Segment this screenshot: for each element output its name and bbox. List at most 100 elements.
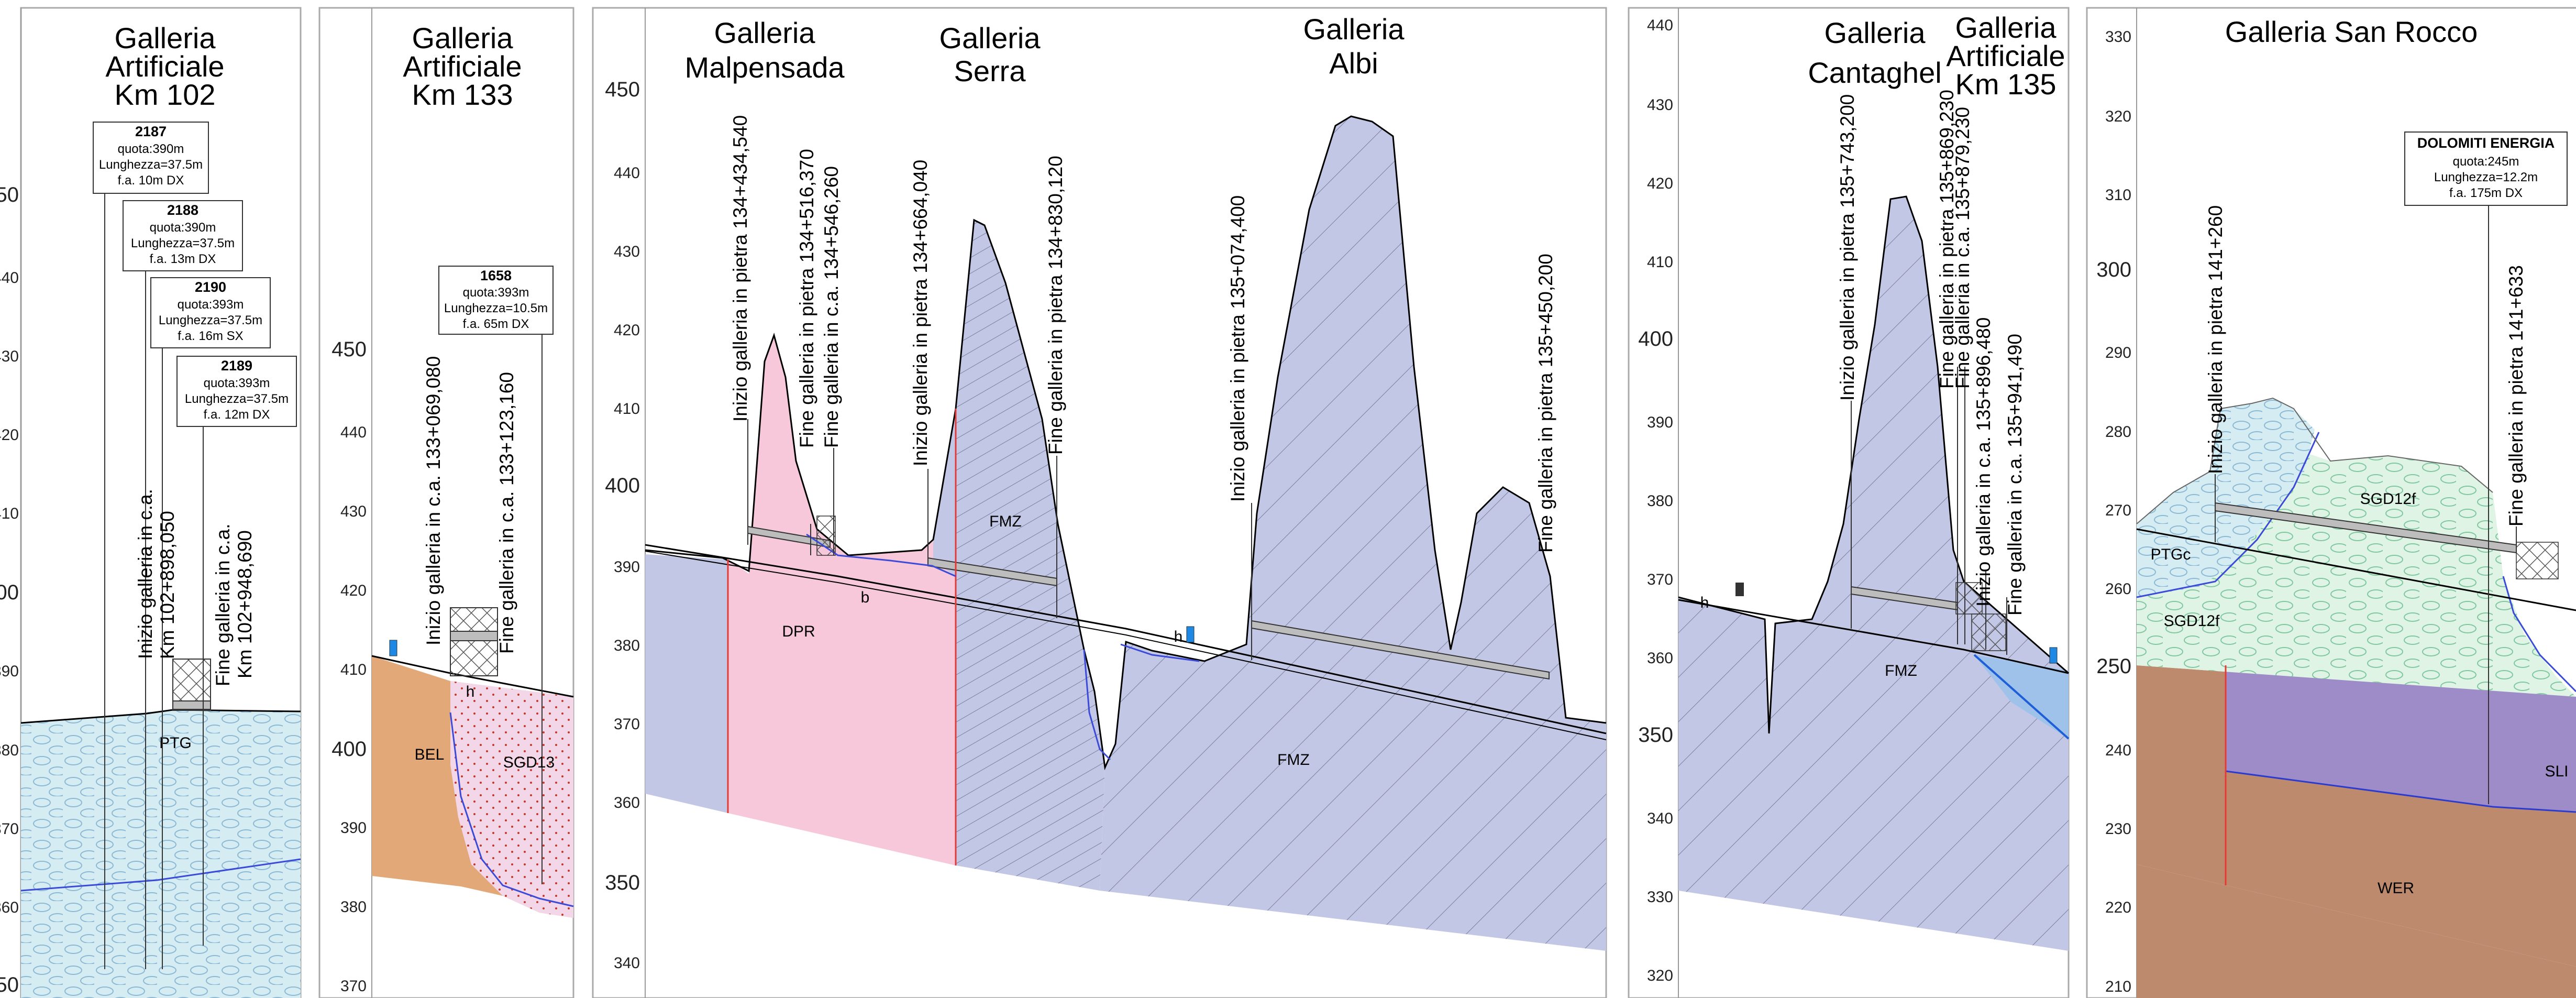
y-tick: 220	[2105, 899, 2131, 916]
rail-alignment	[645, 544, 1607, 734]
y-tick: 370	[340, 978, 367, 995]
y-tick: 390	[0, 663, 19, 680]
station-label: Fine galleria in c.a. 134+546,260	[821, 166, 842, 448]
svg-text:quota:393m: quota:393m	[204, 376, 270, 390]
panel-frame	[318, 7, 574, 998]
unit-label: SGD12f	[2360, 490, 2416, 508]
panel-san-rocco: 210 220 230 240 250 260 270 280 290 300 …	[2086, 7, 2576, 998]
station-label: Fine galleria in c.a. 133+123,160	[496, 372, 517, 654]
panel-frame	[2086, 7, 2576, 998]
borehole-box-dolomiti-energia: DOLOMITI ENERGIA quota:245m Lunghezza=12…	[2404, 131, 2568, 206]
panel-title: Galleria	[412, 21, 514, 54]
station-label: Inizio galleria in pietra 134+434,540	[729, 115, 751, 422]
station-label: Inizio galleria in c.a.	[135, 489, 156, 659]
unit-label: PTG	[159, 734, 192, 752]
svg-text:Lunghezza=37.5m: Lunghezza=37.5m	[99, 158, 203, 172]
panel-title: Cantaghel	[1808, 56, 1941, 89]
y-tick: 450	[331, 338, 367, 361]
svg-text:quota:390m: quota:390m	[150, 221, 216, 235]
y-tick: 440	[340, 424, 367, 441]
panel-galleria-km-133: 370 380 390 400 410 420 430 440 450 1658…	[318, 7, 574, 998]
y-tick: 430	[340, 503, 367, 520]
y-tick: 440	[614, 164, 640, 182]
y-tick: 260	[2105, 580, 2131, 598]
panel-title: Km 133	[412, 78, 513, 111]
station-label: Fine galleria in c.a. 135+941,490	[2004, 334, 2026, 616]
svg-text:Lunghezza=37.5m: Lunghezza=37.5m	[131, 236, 235, 250]
y-tick: 440	[0, 269, 19, 287]
y-tick: 360	[0, 899, 19, 916]
svg-text:Lunghezza=37.5m: Lunghezza=37.5m	[159, 313, 262, 327]
y-tick: 390	[340, 819, 367, 837]
panel-title: Galleria	[1825, 16, 1926, 49]
ground-profile	[20, 709, 301, 724]
panel-title: Galleria	[939, 21, 1041, 54]
y-tick: 390	[614, 558, 640, 576]
y-tick: 370	[0, 820, 19, 838]
y-tick: 450	[0, 183, 19, 206]
rail-alignment	[2136, 528, 2576, 611]
svg-text:Lunghezza=12.2m: Lunghezza=12.2m	[2434, 170, 2538, 184]
y-tick: 310	[2105, 187, 2131, 204]
y-tick: 430	[1647, 96, 1673, 114]
borehole-box-2187: 2187 quota:390m Lunghezza=37.5m f.a. 10m…	[93, 122, 209, 194]
y-tick: 440	[1647, 17, 1673, 34]
y-tick: 410	[614, 400, 640, 418]
y-tick: 390	[1647, 414, 1673, 431]
unit-label: FMZ	[1885, 662, 1917, 679]
y-tick: 380	[0, 742, 19, 759]
y-tick: 350	[605, 871, 640, 894]
y-axis-ticks: 210 220 230 240 250 260 270 280 290 300 …	[2096, 28, 2131, 995]
unit-label: b	[861, 589, 870, 606]
unit-label: SGD13	[503, 754, 555, 771]
ground-profile	[2136, 397, 2493, 524]
unit-label: FMZ	[989, 513, 1022, 530]
station-label: Km 102+898,050	[157, 511, 178, 659]
svg-text:f.a. 175m DX: f.a. 175m DX	[2449, 186, 2523, 200]
panel-title: Artificiale	[403, 50, 522, 83]
station-label: Fine galleria in pietra 134+516,370	[796, 149, 817, 448]
y-tick: 210	[2105, 978, 2131, 995]
svg-text:quota:245m: quota:245m	[2453, 155, 2519, 169]
y-tick: 420	[1647, 175, 1673, 192]
svg-text:f.a. 65m DX: f.a. 65m DX	[463, 317, 529, 331]
svg-text:1658: 1658	[480, 268, 512, 283]
y-tick: 230	[2105, 820, 2131, 838]
y-tick: 330	[1647, 889, 1673, 906]
y-tick: 410	[1647, 254, 1673, 271]
y-tick: 420	[340, 582, 367, 599]
station-label: Inizio galleria in c.a. 135+896,480	[1973, 317, 1994, 607]
unit-label: PTGc	[2151, 546, 2191, 563]
y-tick: 340	[1647, 810, 1673, 827]
y-tick: 420	[614, 322, 640, 339]
y-axis-ticks: 340 350 360 370 380 390 400 410 420 430 …	[605, 78, 640, 972]
panel-cantaghel: 320 330 340 350 360 370 380 390 400 410 …	[1628, 7, 2070, 998]
y-tick: 250	[2096, 655, 2131, 678]
station-label: Fine galleria in c.a.	[212, 523, 234, 686]
panel-title: Km 135	[1955, 68, 2057, 101]
panel-title: Galleria	[714, 16, 816, 49]
y-tick: 380	[614, 637, 640, 654]
unit-FMZ-left	[645, 554, 728, 813]
y-tick: 430	[614, 243, 640, 260]
y-tick: 320	[1647, 967, 1673, 984]
y-tick: 290	[2105, 344, 2131, 361]
panel-malpensada-serra-albi: 340 350 360 370 380 390 400 410 420 430 …	[592, 7, 1607, 998]
svg-text:2190: 2190	[195, 279, 226, 295]
y-tick: 300	[2096, 258, 2131, 281]
panel-title: Artificiale	[1946, 39, 2065, 72]
svg-text:DOLOMITI ENERGIA: DOLOMITI ENERGIA	[2417, 135, 2555, 151]
svg-text:f.a. 12m DX: f.a. 12m DX	[204, 408, 270, 422]
panel-title: Albi	[1329, 47, 1378, 80]
svg-text:quota:393m: quota:393m	[463, 286, 529, 300]
svg-text:f.a. 10m DX: f.a. 10m DX	[118, 173, 184, 188]
unit-label: FMZ	[1277, 751, 1310, 769]
y-tick: 330	[2105, 28, 2131, 46]
y-tick: 340	[614, 955, 640, 972]
y-tick: 350	[0, 973, 19, 996]
unit-label: SLI	[2545, 763, 2568, 780]
unit-label: WER	[2378, 880, 2414, 897]
y-tick: 360	[614, 794, 640, 811]
panel-title: Galleria	[1303, 13, 1405, 46]
